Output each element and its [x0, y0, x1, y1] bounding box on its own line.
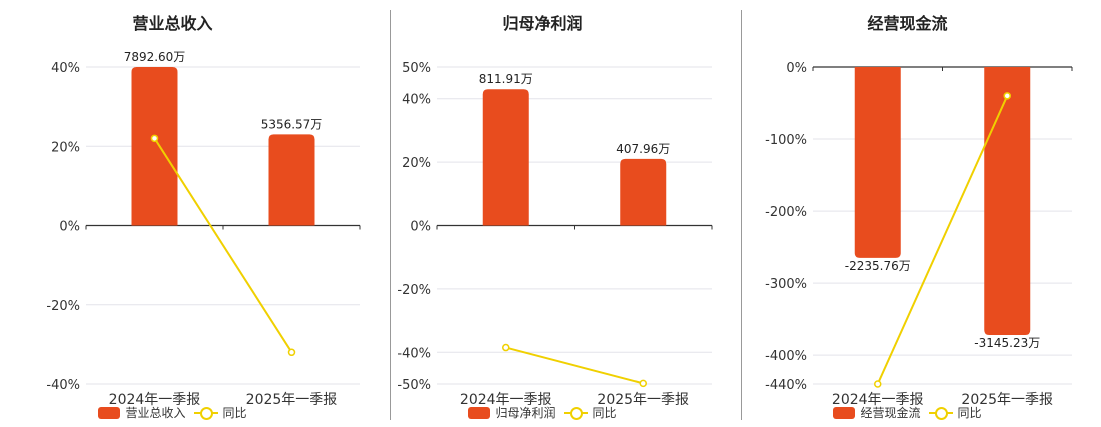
legend-line-swatch — [563, 406, 588, 420]
y-tick-label: 20% — [402, 156, 431, 171]
x-tick-label: 2024年一季报 — [832, 392, 924, 408]
legend-bar-swatch — [98, 406, 121, 419]
y-tick-label: 20% — [51, 140, 80, 155]
data-label: 407.96万 — [616, 142, 670, 156]
y-tick-label: 40% — [51, 61, 80, 76]
y-tick-label: 0% — [59, 220, 80, 235]
x-tick-label: 2024年一季报 — [109, 392, 201, 408]
line-series — [876, 95, 1009, 385]
panel-divider — [390, 10, 391, 420]
chart-panel-cash-flow: 经营现金流 -440% -400% -300% -200% -100% 0% 2024年一季… — [735, 0, 1080, 427]
y-tick-label: -100% — [765, 133, 807, 148]
legend-item-line[interactable]: 同比 — [563, 404, 617, 421]
chart-canvas: -40% -20% 0% 20% 40% 2024年一季报 2025年一季报 7892.60万… — [46, 50, 361, 408]
legend: 归母净利润 同比 — [370, 404, 715, 421]
x-tick-label: 2025年一季报 — [597, 392, 689, 408]
chart-canvas: -440% -400% -300% -200% -100% 0% 2024年一季报 2025年… — [765, 61, 1073, 408]
bar — [620, 158, 667, 226]
data-label: -2235.76万 — [845, 259, 911, 273]
legend-item-line[interactable]: 同比 — [193, 404, 247, 421]
y-tick-label: -300% — [765, 277, 807, 292]
chart-title: 归母净利润 — [502, 14, 583, 33]
line-point — [287, 348, 296, 357]
line-point — [639, 379, 647, 388]
x-tick-label: 2025年一季报 — [246, 392, 338, 408]
y-tick-label: 0% — [786, 61, 807, 76]
line-point — [502, 343, 510, 352]
legend-item-bar[interactable]: 营业总收入 — [98, 404, 186, 421]
legend-item-line[interactable]: 同比 — [928, 404, 982, 421]
legend-label: 同比 — [222, 406, 247, 420]
legend: 经营现金流 同比 — [735, 404, 1080, 421]
legend-label: 经营现金流 — [860, 406, 921, 420]
y-tick-label: 40% — [402, 93, 431, 108]
x-tick-label: 2024年一季报 — [460, 392, 552, 408]
line-series — [505, 346, 644, 385]
chart-title: 营业总收入 — [132, 14, 213, 33]
line-point — [150, 134, 159, 143]
legend-bar-swatch — [833, 406, 856, 419]
legend-label: 归母净利润 — [495, 406, 556, 420]
data-label: 5356.57万 — [261, 117, 323, 131]
bar — [854, 67, 901, 258]
data-label: 7892.60万 — [124, 50, 186, 64]
legend-bar-swatch — [468, 406, 491, 419]
bar — [268, 134, 315, 226]
legend-item-bar[interactable]: 经营现金流 — [833, 404, 921, 421]
chart-panel-revenue: 营业总收入 -40% -20% 0% 20% 40% 2024年一季报 2025年一季报 78… — [0, 0, 361, 427]
legend-label: 同比 — [592, 406, 617, 420]
chart-canvas: -50% -40% -20% 0% 20% 40% 50% 2024年一季报 2025年一季报 8… — [397, 61, 713, 408]
bar — [482, 89, 529, 226]
y-tick-label: 0% — [410, 220, 431, 235]
y-tick-label: -400% — [765, 349, 807, 364]
legend-line-swatch — [193, 406, 218, 420]
data-label: 811.91万 — [479, 72, 533, 86]
data-label: -3145.23万 — [974, 336, 1040, 350]
y-tick-label: -200% — [765, 205, 807, 220]
y-tick-label: -40% — [397, 346, 431, 361]
chart-title: 经营现金流 — [867, 14, 948, 33]
y-tick-label: 50% — [402, 61, 431, 76]
y-tick-label: -40% — [46, 378, 80, 393]
legend-line-swatch — [928, 406, 953, 420]
chart-panel-net-profit: 归母净利润 -50% -40% -20% 0% 20% 40% 50% 2024年一季报 202… — [370, 0, 715, 427]
y-tick-label: -50% — [397, 378, 431, 393]
panel-divider — [741, 10, 742, 420]
legend-label: 同比 — [957, 406, 982, 420]
y-tick-label: -20% — [397, 283, 431, 298]
legend-label: 营业总收入 — [125, 406, 186, 420]
line-point — [1003, 92, 1011, 100]
y-tick-label: -440% — [765, 378, 807, 393]
line-point — [874, 380, 882, 388]
y-tick-label: -20% — [46, 299, 80, 314]
legend: 营业总收入 同比 — [0, 404, 345, 421]
line-series — [153, 137, 293, 353]
bar — [131, 67, 178, 226]
bar — [984, 67, 1031, 336]
x-tick-label: 2025年一季报 — [961, 392, 1053, 408]
legend-item-bar[interactable]: 归母净利润 — [468, 404, 556, 421]
